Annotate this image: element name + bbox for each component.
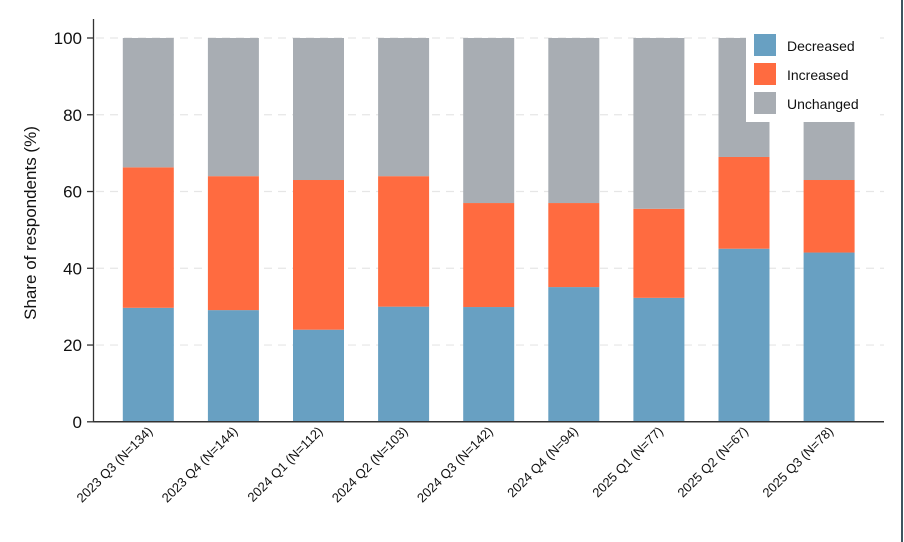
bar-group — [463, 38, 515, 422]
y-tick-label: 20 — [63, 336, 82, 355]
x-tick-label: 2023 Q4 (N=144) — [159, 424, 241, 506]
bar-segment-unchanged — [122, 38, 174, 168]
x-tick-label: 2025 Q3 (N=78) — [759, 424, 836, 501]
legend-label: Decreased — [787, 38, 855, 54]
x-tick-label: 2023 Q3 (N=134) — [74, 424, 156, 506]
bar-segment-increased — [548, 203, 600, 288]
legend: Decreased Increased Unchanged — [746, 25, 874, 122]
x-tick-label: 2024 Q4 (N=94) — [504, 424, 581, 501]
bar-segment-increased — [207, 176, 259, 311]
bar-group — [633, 38, 685, 422]
bar-groups — [122, 38, 855, 422]
bar-segment-decreased — [378, 306, 430, 422]
legend-label: Unchanged — [787, 96, 859, 112]
legend-swatch-increased — [754, 63, 776, 85]
y-tick-label: 60 — [63, 183, 82, 202]
axes — [92, 19, 884, 423]
bar-group — [718, 38, 770, 422]
x-tick-label: 2024 Q1 (N=112) — [244, 424, 325, 505]
bar-segment-increased — [718, 156, 770, 249]
bar-segment-increased — [633, 208, 685, 298]
x-tick-label: 2025 Q2 (N=67) — [674, 424, 751, 501]
bar-segment-unchanged — [633, 38, 685, 209]
bar-segment-increased — [803, 180, 855, 253]
bar-segment-increased — [463, 203, 515, 308]
bar-segment-unchanged — [207, 38, 259, 177]
y-tick-label: 0 — [73, 413, 82, 432]
x-tick-label: 2024 Q3 (N=142) — [414, 424, 496, 506]
bar-segment-increased — [378, 176, 430, 307]
bar-group — [548, 38, 600, 422]
bar-segment-decreased — [293, 329, 344, 422]
bar-segment-decreased — [463, 307, 515, 422]
bar-segment-decreased — [207, 310, 259, 422]
legend-swatch-unchanged — [754, 92, 776, 114]
x-tick-label: 2024 Q2 (N=103) — [329, 424, 411, 506]
bar-group — [803, 38, 855, 422]
bar-segment-increased — [122, 167, 174, 308]
y-tick-label: 80 — [63, 106, 82, 125]
bar-group — [207, 38, 259, 422]
bar-segment-unchanged — [463, 38, 515, 204]
x-tick-labels: 2023 Q3 (N=134) 2023 Q4 (N=144) 2024 Q1 (N… — [74, 424, 837, 506]
bar-segment-decreased — [633, 297, 685, 422]
panel-border — [901, 0, 903, 542]
bar-segment-decreased — [548, 287, 600, 422]
y-axis-label: Share of respondents (%) — [21, 126, 40, 320]
y-tick-label: 40 — [63, 259, 82, 278]
y-tick-label: 100 — [54, 29, 82, 48]
bar-segment-unchanged — [548, 38, 600, 204]
x-tick-label: 2025 Q1 (N=77) — [589, 424, 666, 501]
bar-segment-decreased — [803, 252, 855, 422]
bar-group — [293, 38, 344, 422]
bar-group — [378, 38, 430, 422]
bar-segment-increased — [293, 180, 344, 330]
bar-segment-decreased — [718, 248, 770, 422]
bar-group — [122, 38, 174, 422]
y-ticks: 0 20 40 60 80 100 — [54, 29, 94, 432]
bar-segment-unchanged — [378, 38, 430, 177]
bar-segment-unchanged — [293, 38, 344, 181]
legend-label: Increased — [787, 67, 848, 83]
bar-segment-decreased — [122, 307, 174, 422]
legend-swatch-decreased — [754, 34, 776, 56]
